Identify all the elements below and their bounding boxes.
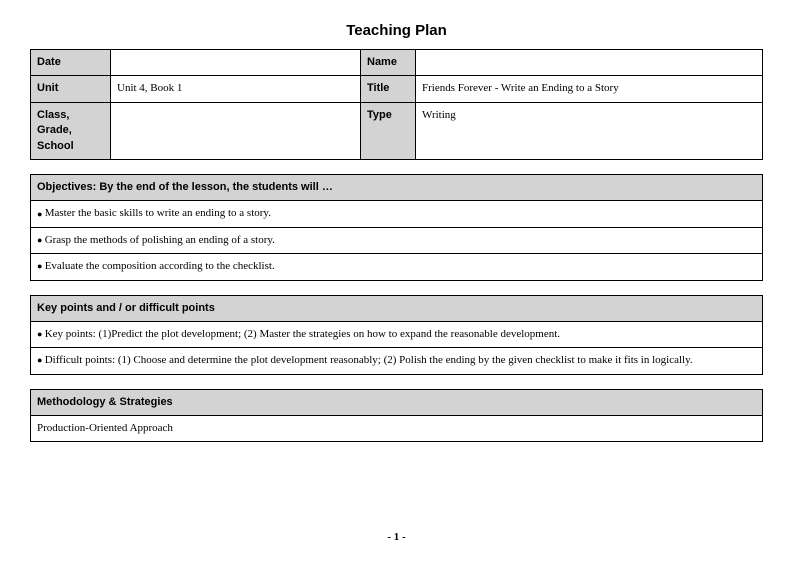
value-title: Friends Forever - Write an Ending to a S…: [416, 76, 763, 102]
bullet-icon: [37, 354, 45, 366]
table-row: Objectives: By the end of the lesson, th…: [31, 174, 763, 200]
page-title: Teaching Plan: [30, 22, 763, 39]
methodology-header: Methodology & Strategies: [31, 389, 763, 415]
label-date: Date: [31, 50, 111, 76]
info-table: Date Name Unit Unit 4, Book 1 Title Frie…: [30, 49, 763, 160]
objective-item: Master the basic skills to write an endi…: [31, 201, 763, 227]
bullet-icon: [37, 207, 45, 219]
objective-text: Master the basic skills to write an endi…: [45, 207, 271, 219]
label-type: Type: [361, 102, 416, 159]
value-class: [111, 102, 361, 159]
table-row: Evaluate the composition according to th…: [31, 254, 763, 280]
objectives-header: Objectives: By the end of the lesson, th…: [31, 174, 763, 200]
table-row: Class, Grade, School Type Writing: [31, 102, 763, 159]
bullet-icon: [37, 234, 45, 246]
table-row: Key points: (1)Predict the plot developm…: [31, 321, 763, 347]
objective-text: Grasp the methods of polishing an ending…: [45, 234, 275, 246]
keypoint-text: Difficult points: (1) Choose and determi…: [45, 354, 693, 366]
bullet-icon: [37, 328, 45, 340]
label-unit: Unit: [31, 76, 111, 102]
keypoint-text: Key points: (1)Predict the plot developm…: [45, 328, 560, 340]
objective-item: Grasp the methods of polishing an ending…: [31, 227, 763, 253]
label-class: Class, Grade, School: [31, 102, 111, 159]
keypoints-header: Key points and / or difficult points: [31, 295, 763, 321]
value-name: [416, 50, 763, 76]
objective-item: Evaluate the composition according to th…: [31, 254, 763, 280]
keypoint-item: Difficult points: (1) Choose and determi…: [31, 348, 763, 374]
value-unit: Unit 4, Book 1: [111, 76, 361, 102]
objectives-table: Objectives: By the end of the lesson, th…: [30, 174, 763, 281]
label-name: Name: [361, 50, 416, 76]
keypoints-table: Key points and / or difficult points Key…: [30, 295, 763, 375]
keypoint-item: Key points: (1)Predict the plot developm…: [31, 321, 763, 347]
table-row: Methodology & Strategies: [31, 389, 763, 415]
table-row: Production-Oriented Approach: [31, 416, 763, 442]
table-row: Master the basic skills to write an endi…: [31, 201, 763, 227]
table-row: Date Name: [31, 50, 763, 76]
table-row: Grasp the methods of polishing an ending…: [31, 227, 763, 253]
methodology-table: Methodology & Strategies Production-Orie…: [30, 389, 763, 443]
bullet-icon: [37, 260, 45, 272]
value-type: Writing: [416, 102, 763, 159]
label-title: Title: [361, 76, 416, 102]
value-date: [111, 50, 361, 76]
methodology-body: Production-Oriented Approach: [31, 416, 763, 442]
page-number: - 1 -: [0, 531, 793, 543]
table-row: Unit Unit 4, Book 1 Title Friends Foreve…: [31, 76, 763, 102]
objective-text: Evaluate the composition according to th…: [45, 260, 275, 272]
table-row: Difficult points: (1) Choose and determi…: [31, 348, 763, 374]
table-row: Key points and / or difficult points: [31, 295, 763, 321]
page-container: Teaching Plan Date Name Unit Unit 4, Boo…: [0, 0, 793, 561]
